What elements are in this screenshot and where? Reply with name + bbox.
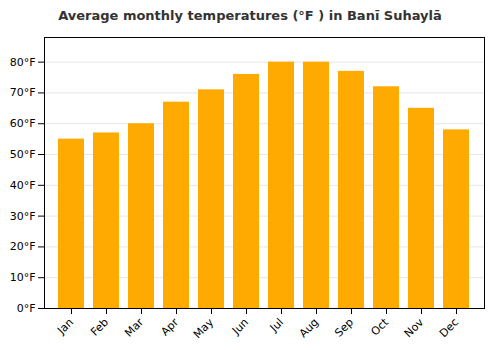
svg-text:60°F: 60°F bbox=[10, 117, 36, 130]
html-text:Average monthly temperatures (: Average monthly temperatures (°F ) in Ba… bbox=[58, 8, 442, 23]
svg-text:Jun: Jun bbox=[229, 316, 251, 338]
svg-text:40°F: 40°F bbox=[10, 179, 36, 192]
svg-text:Nov: Nov bbox=[402, 315, 427, 340]
svg-text:80°F: 80°F bbox=[10, 56, 36, 69]
svg-text:Aug: Aug bbox=[297, 316, 321, 340]
svg-text:20°F: 20°F bbox=[10, 240, 36, 253]
svg-text:Feb: Feb bbox=[88, 316, 111, 339]
svg-text:30°F: 30°F bbox=[10, 210, 36, 223]
svg-text:0°F: 0°F bbox=[17, 302, 36, 315]
svg-text:Jan: Jan bbox=[54, 316, 76, 338]
svg-text:50°F: 50°F bbox=[10, 148, 36, 161]
svg-text:May: May bbox=[191, 315, 217, 341]
svg-text:Apr: Apr bbox=[158, 315, 181, 338]
svg-text:70°F: 70°F bbox=[10, 86, 36, 99]
svg-text:Sep: Sep bbox=[332, 316, 356, 340]
svg-text:10°F: 10°F bbox=[10, 271, 36, 284]
svg-text:Dec: Dec bbox=[437, 316, 461, 340]
svg-text:Jul: Jul bbox=[267, 316, 286, 335]
svg-text:Mar: Mar bbox=[122, 315, 146, 339]
svg-text:Oct: Oct bbox=[368, 315, 391, 338]
